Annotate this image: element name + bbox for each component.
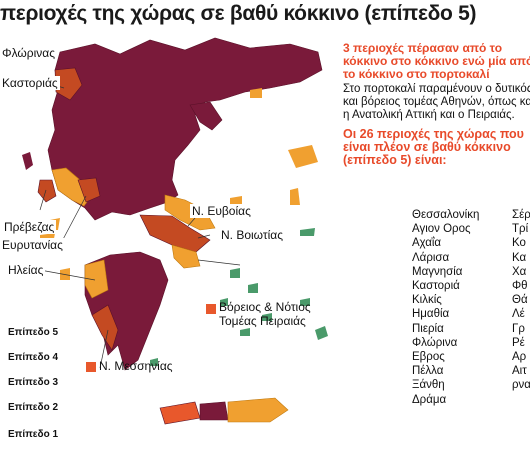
legend-level-3: Επίπεδο 3 xyxy=(8,377,59,388)
cyclades-island-2 xyxy=(248,283,258,293)
list-item: Θά xyxy=(512,294,528,307)
dodecanese-island-1 xyxy=(300,298,310,306)
list-item: Κα xyxy=(512,251,527,264)
zakynthos-island xyxy=(60,268,70,280)
list-item: Ρέ xyxy=(512,336,525,349)
list-item: Ξάνθη xyxy=(412,379,445,392)
list-item: Φλώρινα xyxy=(412,336,458,349)
voiotia-region xyxy=(139,214,211,253)
thasos-island xyxy=(250,88,262,98)
list-item: Πιερία xyxy=(412,322,444,335)
list-item: Θεσσαλονίκη xyxy=(412,209,480,221)
list-item: Αχαΐα xyxy=(412,237,442,250)
label-peiraias: Βόρειος & Νότιος Τομέας Πειραιάς xyxy=(219,300,311,328)
label-preveza: Πρέβεζας xyxy=(2,220,57,234)
skyros-island xyxy=(230,196,242,206)
dodecanese-island-2 xyxy=(315,326,328,340)
list-item: Κιλκίς xyxy=(412,294,442,307)
label-kastoria: Καστοριάς xyxy=(0,76,60,90)
messinia-marker xyxy=(86,362,96,372)
greece-map xyxy=(22,37,328,425)
list-item: Καστοριά xyxy=(412,280,460,293)
list-item: Χα xyxy=(512,265,527,278)
list-item: ρνα xyxy=(512,379,530,392)
crete-east-region xyxy=(227,397,289,423)
samos-island xyxy=(300,228,315,236)
peiraias-marker xyxy=(206,304,216,314)
list-item: Φθ xyxy=(512,280,528,293)
list-item: Κο xyxy=(512,237,526,250)
regions-column-1: Θεσσαλονίκη Αγιον Ορος Αχαΐα Λάρισα Μαγν… xyxy=(412,208,479,407)
list-item: Δράμα xyxy=(412,393,447,406)
label-florina: Φλώρινας xyxy=(0,46,57,60)
legend-level-1: Επίπεδο 1 xyxy=(8,429,59,440)
side-panel: 3 περιοχές πέρασαν από το κόκκινο στο κό… xyxy=(343,42,530,167)
regions-column-2: Σέρ Τρί Κο Κα Χα Φθ Θά Λέ Γρ Ρέ Αρ Αιτ ρ… xyxy=(512,208,530,393)
cyclades-island-3 xyxy=(220,298,228,306)
list-item: Αρ xyxy=(512,351,527,364)
list-item: Λέ xyxy=(512,308,525,321)
list-item: Μαγνησία xyxy=(412,265,463,278)
list-item: Γρ xyxy=(512,322,525,335)
cyclades-island-4 xyxy=(262,313,272,321)
list-item: Αγιον Ορος xyxy=(412,223,471,236)
legend-level-5: Επίπεδο 5 xyxy=(8,327,59,338)
ileia-region xyxy=(84,259,109,299)
evrytania-region xyxy=(77,177,101,203)
label-n-evvoia: Ν. Ευβοίας xyxy=(190,204,253,218)
legend-level-2: Επίπεδο 2 xyxy=(8,402,59,413)
mainland-region xyxy=(47,37,323,221)
messinia-region xyxy=(91,304,119,351)
list-item: Σέρ xyxy=(512,209,530,221)
cyclades-island-5 xyxy=(240,328,250,336)
list-item: Αιτ xyxy=(512,365,527,378)
legend-level-4: Επίπεδο 4 xyxy=(8,352,59,363)
list-item: Πέλλα xyxy=(412,365,444,378)
chios-island xyxy=(290,188,300,205)
side-headline: 3 περιοχές πέρασαν από το κόκκινο στο κό… xyxy=(343,41,530,81)
lesvos-island xyxy=(288,145,318,168)
list-item: Εβρος xyxy=(412,351,445,364)
label-evrytania: Ευρυτανίας xyxy=(0,238,65,252)
crete-west-region xyxy=(159,401,201,425)
list-item: Ημαθία xyxy=(412,308,450,321)
page-title: περιοχές της χώρας σε βαθύ κόκκινο (επίπ… xyxy=(0,2,477,25)
west-orange-region xyxy=(51,167,91,207)
cyclades-island-1 xyxy=(230,268,240,278)
list-title: Οι 26 περιοχές της χώρας που είναι πλέον… xyxy=(343,127,524,167)
attica-region xyxy=(171,244,201,269)
label-n-voiotia: Ν. Βοιωτίας xyxy=(219,228,286,242)
saronic-island xyxy=(150,358,158,366)
preveza-region xyxy=(37,179,57,203)
list-item: Τρί xyxy=(512,223,529,236)
halkidiki-region xyxy=(189,101,223,131)
crete-central-region xyxy=(199,401,229,421)
side-body: Στο πορτοκαλί παραμένουν ο δυτικός και β… xyxy=(343,83,530,121)
label-n-messinia: Ν. Μεσσηνίας xyxy=(99,359,173,373)
corfu-island xyxy=(22,152,33,170)
label-ileia: Ηλείας xyxy=(6,263,46,277)
list-item: Λάρισα xyxy=(412,251,450,264)
